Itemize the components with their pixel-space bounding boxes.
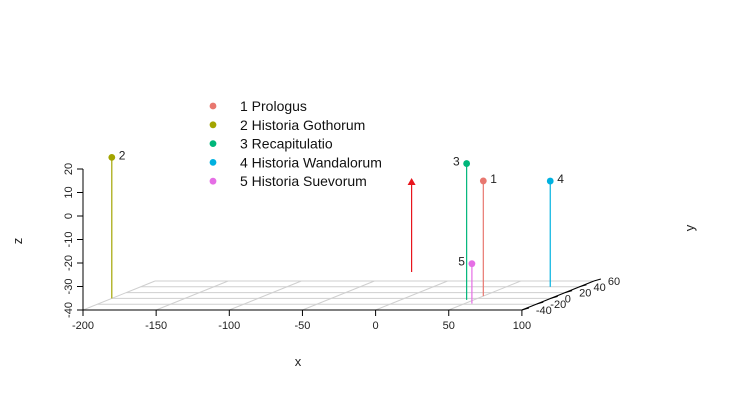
arrow-head — [407, 178, 416, 185]
y-tick-mark — [579, 284, 587, 288]
y-axis-title: y — [682, 224, 697, 231]
point-label-3: 3 — [453, 155, 460, 169]
legend-label-3: 3 Recapitulatio — [240, 136, 333, 152]
x-tick-label: -200 — [72, 320, 94, 332]
z-tick-label: -40 — [63, 302, 75, 318]
z-tick-label: 10 — [63, 186, 75, 198]
legend: 1 Prologus 2 Historia Gothorum 3 Recapitul… — [209, 98, 382, 189]
legend-marker-4 — [209, 159, 217, 166]
y-tick-mark — [564, 290, 573, 294]
legend-marker-3 — [209, 140, 217, 148]
y-tick-label: 60 — [608, 276, 620, 288]
point-4 — [546, 177, 554, 185]
point-1 — [479, 177, 487, 185]
z-tick-label: -10 — [63, 232, 75, 248]
y-tick-mark — [593, 278, 602, 282]
z-tick-label: -30 — [63, 279, 75, 295]
legend-label-2: 2 Historia Gothorum — [240, 117, 365, 133]
x-tick-label: 50 — [443, 320, 455, 332]
grid-line-x — [155, 280, 229, 311]
z-axis-title: z — [10, 238, 25, 245]
y-tick-label: -40 — [536, 305, 552, 317]
grid-line-x — [448, 280, 521, 311]
x-tick-label: -50 — [294, 320, 310, 332]
x-tick-label: -100 — [218, 320, 240, 332]
point-label-2: 2 — [119, 148, 126, 162]
x-tick-label: 0 — [373, 320, 379, 332]
z-tick-label: -20 — [63, 255, 75, 271]
point-label-1: 1 — [490, 172, 497, 186]
grid-line-x — [229, 280, 302, 311]
grid-line-x — [82, 280, 156, 311]
z-tick-label: 20 — [63, 163, 75, 175]
legend-label-4: 4 Historia Wandalorum — [240, 154, 382, 170]
x-tick-label: 100 — [513, 320, 531, 332]
data-points: 1 2 3 4 5 — [108, 148, 564, 269]
point-label-5: 5 — [458, 255, 465, 269]
y-tick-label: 40 — [594, 282, 606, 294]
point-label-4: 4 — [557, 172, 564, 186]
x-tick-label: -150 — [145, 320, 167, 332]
grid-line-x — [375, 280, 448, 311]
x-axis-title: x — [295, 354, 302, 369]
z-tick-label: 0 — [63, 213, 75, 219]
legend-marker-5 — [209, 177, 217, 185]
y-tick-mark — [536, 301, 544, 305]
legend-label-1: 1 Prologus — [240, 98, 307, 114]
point-2 — [108, 154, 116, 161]
y-tick-label: -20 — [550, 299, 566, 311]
y-tick-label: 20 — [579, 288, 591, 300]
grid-line-x — [302, 280, 375, 311]
point-stems — [111, 157, 551, 304]
legend-label-5: 5 Historia Suevorum — [240, 173, 367, 189]
floor-grid — [82, 280, 595, 311]
y-tick-label: 0 — [565, 293, 571, 305]
y-tick-mark — [521, 307, 530, 311]
legend-marker-2 — [209, 121, 217, 129]
point-3 — [463, 160, 471, 167]
point-5 — [468, 260, 476, 268]
legend-marker-1 — [209, 102, 217, 110]
y-tick-mark — [550, 295, 558, 299]
